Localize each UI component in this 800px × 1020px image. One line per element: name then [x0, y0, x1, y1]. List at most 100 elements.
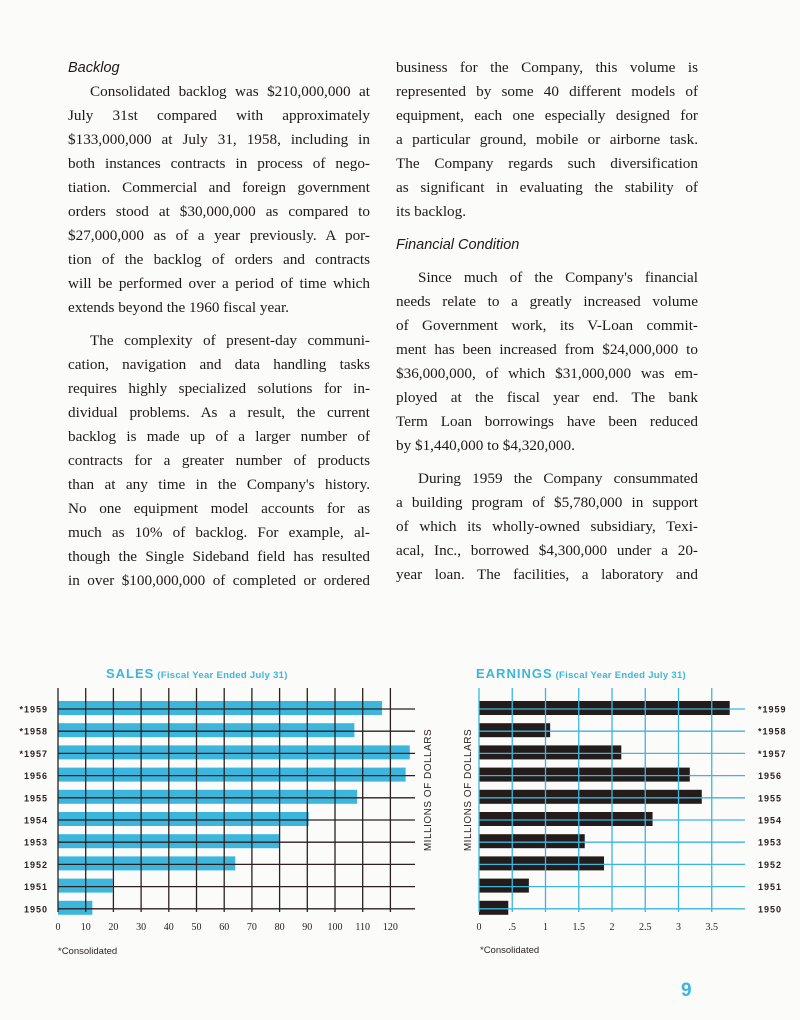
earnings-bar — [479, 834, 585, 849]
earnings-x-tick-label: .5 — [509, 922, 517, 933]
text-line: though the Single Sideband field has res… — [68, 548, 370, 565]
section-heading-backlog: Backlog — [68, 60, 120, 76]
text-line: tiation. Commercial and foreign governme… — [68, 179, 370, 196]
sales-x-tick-label: 110 — [355, 922, 370, 933]
earnings-x-tick-label: 0 — [477, 922, 482, 933]
text-line: represented by some 40 different models … — [396, 83, 698, 100]
earnings-bar — [479, 900, 509, 915]
sales-category-label: 1956 — [24, 771, 48, 781]
text-line: dividual problems. As a result, the curr… — [68, 404, 370, 421]
sales-bar — [58, 856, 236, 871]
sales-bar — [58, 789, 358, 804]
sales-x-tick-label: 30 — [136, 922, 146, 933]
earnings-bar — [479, 812, 653, 826]
earnings-bar — [479, 789, 702, 804]
sales-category-label: 1953 — [24, 838, 48, 848]
sales-bar — [58, 745, 410, 760]
earnings-bar — [479, 856, 605, 871]
text-line: acal, Inc., borrowed $4,300,000 under a … — [396, 542, 698, 559]
earnings-category-label: *1958 — [758, 727, 787, 737]
text-line: Consolidated backlog was $210,000,000 at — [90, 83, 370, 100]
text-line: of Government work, its V-Loan commit- — [396, 317, 698, 334]
text-line: During 1959 the Company consummated — [418, 470, 698, 487]
earnings-category-label: 1950 — [758, 904, 782, 914]
left-column: Backlog Consolidated backlog was $210,00… — [68, 56, 370, 593]
earnings-bar — [479, 767, 690, 782]
earnings-x-tick-label: 2 — [610, 922, 615, 933]
text-line: Since much of the Company's financial — [418, 269, 698, 286]
right-column: business for the Company, this volume is… — [396, 56, 698, 587]
sales-category-label: *1959 — [19, 705, 48, 715]
earnings-category-label: 1953 — [758, 838, 782, 848]
earnings-bar — [479, 745, 622, 760]
sales-category-label: 1955 — [24, 793, 48, 803]
section-heading-financial-condition: Financial Condition — [396, 237, 520, 253]
sales-x-tick-label: 10 — [81, 922, 91, 933]
text-line: equipment, each one especially designed … — [396, 107, 698, 124]
sales-category-label: 1952 — [24, 860, 48, 870]
earnings-category-label: 1952 — [758, 860, 782, 870]
sales-x-tick-label: 60 — [219, 922, 229, 933]
sales-x-tick-label: 0 — [56, 922, 61, 933]
sales-x-tick-label: 20 — [108, 922, 118, 933]
sales-x-tick-label: 40 — [164, 922, 174, 933]
text-line: by $1,440,000 to $4,320,000. — [396, 437, 575, 454]
sales-bar — [58, 701, 383, 715]
sales-category-label: 1950 — [24, 904, 48, 914]
text-line: business for the Company, this volume is — [396, 59, 698, 76]
text-line: July 31st compared with approximately — [68, 107, 370, 124]
text-line: The Company regards such diversification — [396, 155, 698, 172]
text-line: its backlog. — [396, 203, 467, 220]
text-line: cation, navigation and data handling tas… — [68, 356, 370, 373]
text-line: both instances contracts in process of n… — [68, 155, 370, 172]
text-line: extends beyond the 1960 fiscal year. — [68, 299, 289, 316]
earnings-x-tick-label: 1.5 — [573, 922, 586, 933]
text-line: in over $100,000,000 of completed or ord… — [68, 572, 370, 589]
earnings-category-label: 1956 — [758, 771, 782, 781]
text-line: needs relate to a greatly increased volu… — [396, 293, 698, 310]
text-line: tion of the backlog of orders and contra… — [68, 251, 370, 268]
sales-axis-label: MILLIONS OF DOLLARS — [423, 729, 434, 851]
sales-chart-title: SALES (Fiscal Year Ended July 31) — [106, 666, 288, 681]
sales-x-tick-label: 120 — [383, 922, 398, 933]
earnings-x-tick-label: 3.5 — [706, 922, 719, 933]
text-line: The complexity of present-day communi- — [90, 332, 370, 349]
text-line: much as 10% of backlog. For example, al- — [68, 524, 370, 541]
earnings-x-tick-label: 2.5 — [639, 922, 652, 933]
text-line: ment has been increased from $24,000,000… — [396, 341, 698, 358]
sales-category-label: 1951 — [24, 882, 48, 892]
sales-x-tick-label: 70 — [247, 922, 257, 933]
earnings-category-label: *1957 — [758, 749, 787, 759]
sales-bar — [58, 723, 355, 738]
text-line: will be performed over a period of time … — [68, 275, 370, 292]
text-line: a particular ground, mobile or airborne … — [396, 131, 698, 148]
text-line: of which its wholly-owned subsidiary, Te… — [396, 518, 698, 535]
text-line: ployed at the fiscal year end. The bank — [396, 389, 698, 406]
sales-x-tick-label: 90 — [302, 922, 312, 933]
earnings-chart-title: EARNINGS (Fiscal Year Ended July 31) — [476, 666, 686, 681]
earnings-footnote: *Consolidated — [480, 945, 540, 956]
page-number: 9 — [681, 980, 692, 1001]
sales-category-label: 1954 — [24, 816, 48, 826]
earnings-bar — [479, 878, 529, 893]
text-line: contracts for a greater number of produc… — [68, 452, 370, 469]
earnings-x-tick-label: 1 — [543, 922, 548, 933]
text-line: requires highly specialized solutions fo… — [68, 380, 370, 397]
sales-bar — [58, 767, 406, 782]
text-line: No one equipment model accounts for as — [68, 500, 370, 517]
text-line: year loan. The facilities, a laboratory … — [396, 566, 698, 583]
earnings-category-label: 1954 — [758, 816, 782, 826]
earnings-category-label: *1959 — [758, 705, 787, 715]
earnings-bar — [479, 723, 551, 738]
text-line: as significant in evaluating the stabili… — [396, 179, 698, 196]
sales-category-label: *1958 — [19, 727, 48, 737]
text-line: orders stood at $30,000,000 as compared … — [68, 203, 370, 220]
text-line: backlog is made up of a larger number of — [68, 428, 370, 445]
text-line: $27,000,000 as of a year previously. A p… — [68, 227, 370, 244]
text-line: a building program of $5,780,000 in supp… — [396, 494, 698, 511]
sales-bar — [58, 812, 309, 826]
earnings-category-label: 1951 — [758, 882, 782, 892]
earnings-bar — [479, 701, 730, 715]
sales-bar — [58, 900, 93, 915]
